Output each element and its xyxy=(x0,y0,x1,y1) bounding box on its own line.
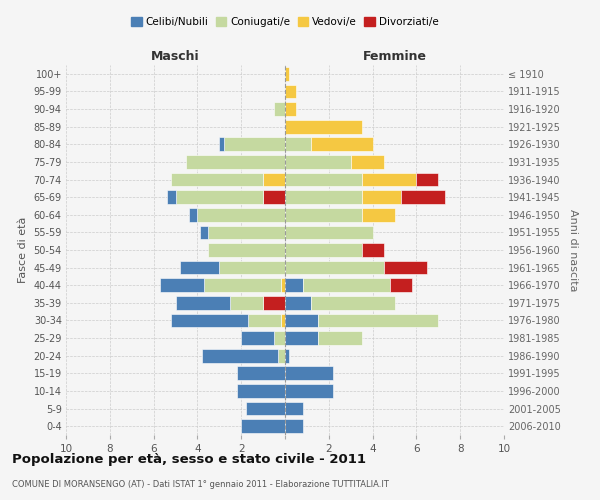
Bar xyxy=(220,138,224,151)
Bar xyxy=(362,208,395,222)
Bar xyxy=(285,384,333,398)
Bar xyxy=(285,402,302,415)
Bar xyxy=(245,402,285,415)
Bar xyxy=(176,296,230,310)
Bar xyxy=(263,296,285,310)
Bar xyxy=(285,84,296,98)
Bar xyxy=(237,366,285,380)
Bar xyxy=(237,384,285,398)
Bar xyxy=(302,278,390,292)
Bar xyxy=(202,349,278,362)
Bar xyxy=(311,138,373,151)
Bar xyxy=(281,278,285,292)
Bar xyxy=(180,260,220,274)
Bar xyxy=(171,314,248,328)
Bar xyxy=(285,172,362,186)
Bar xyxy=(220,260,285,274)
Bar xyxy=(285,420,302,433)
Bar xyxy=(197,208,285,222)
Bar xyxy=(285,243,362,257)
Bar xyxy=(285,278,302,292)
Bar xyxy=(241,331,274,345)
Bar xyxy=(311,296,395,310)
Bar xyxy=(362,172,416,186)
Bar xyxy=(285,366,333,380)
Bar xyxy=(187,155,285,169)
Text: Popolazione per età, sesso e stato civile - 2011: Popolazione per età, sesso e stato civil… xyxy=(12,452,366,466)
Y-axis label: Fasce di età: Fasce di età xyxy=(18,217,28,283)
Bar xyxy=(263,172,285,186)
Bar xyxy=(208,243,285,257)
Text: COMUNE DI MORANSENGO (AT) - Dati ISTAT 1° gennaio 2011 - Elaborazione TUTTITALIA: COMUNE DI MORANSENGO (AT) - Dati ISTAT 1… xyxy=(12,480,389,489)
Bar xyxy=(401,190,445,204)
Y-axis label: Anni di nascita: Anni di nascita xyxy=(568,209,578,291)
Text: Maschi: Maschi xyxy=(151,50,200,63)
Bar xyxy=(285,349,289,362)
Bar xyxy=(285,226,373,239)
Bar xyxy=(362,190,401,204)
Bar xyxy=(350,155,383,169)
Bar xyxy=(167,190,176,204)
Bar xyxy=(274,102,285,116)
Legend: Celibi/Nubili, Coniugati/e, Vedovi/e, Divorziati/e: Celibi/Nubili, Coniugati/e, Vedovi/e, Di… xyxy=(127,13,443,31)
Bar xyxy=(285,155,350,169)
Bar xyxy=(318,314,439,328)
Text: Femmine: Femmine xyxy=(362,50,427,63)
Bar xyxy=(285,102,296,116)
Bar xyxy=(362,243,383,257)
Bar xyxy=(263,190,285,204)
Bar xyxy=(285,208,362,222)
Bar xyxy=(285,331,318,345)
Bar xyxy=(171,172,263,186)
Bar xyxy=(241,420,285,433)
Bar xyxy=(200,226,208,239)
Bar xyxy=(390,278,412,292)
Bar xyxy=(416,172,438,186)
Bar xyxy=(281,314,285,328)
Bar xyxy=(278,349,285,362)
Bar xyxy=(160,278,204,292)
Bar xyxy=(285,120,362,134)
Bar xyxy=(230,296,263,310)
Bar xyxy=(248,314,281,328)
Bar xyxy=(176,190,263,204)
Bar xyxy=(285,314,318,328)
Bar xyxy=(208,226,285,239)
Bar xyxy=(204,278,281,292)
Bar xyxy=(383,260,427,274)
Bar xyxy=(285,190,362,204)
Bar xyxy=(285,296,311,310)
Bar xyxy=(285,138,311,151)
Bar xyxy=(318,331,362,345)
Bar xyxy=(285,67,289,80)
Bar xyxy=(188,208,197,222)
Bar xyxy=(274,331,285,345)
Bar xyxy=(285,260,383,274)
Bar xyxy=(224,138,285,151)
